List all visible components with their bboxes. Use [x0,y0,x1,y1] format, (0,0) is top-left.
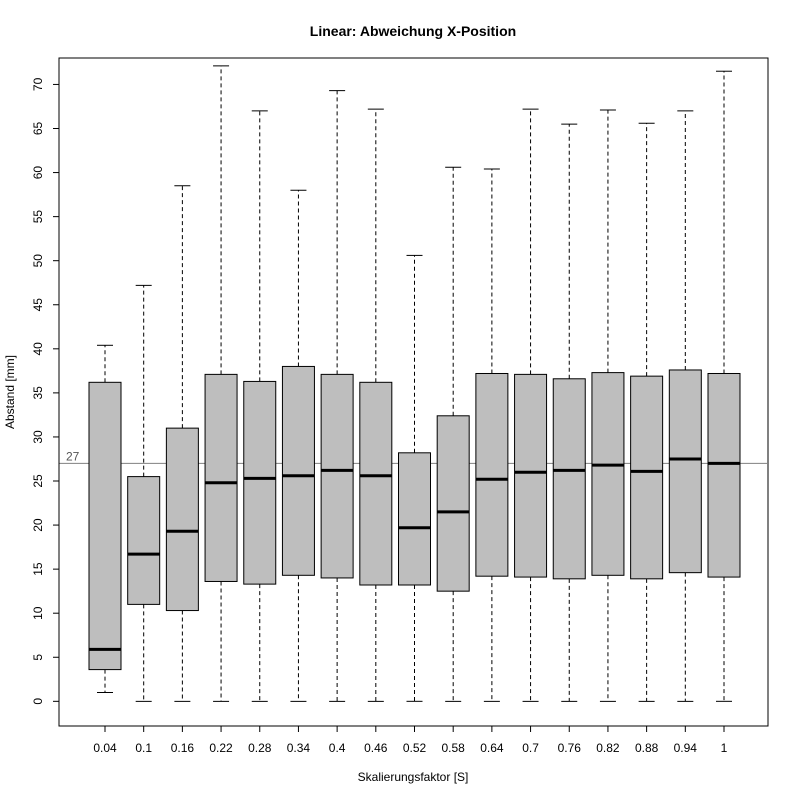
x-tick-label: 0.1 [135,741,152,755]
box-iqr [243,380,277,585]
x-tick-label: 0.88 [635,741,659,755]
y-tick-label: 50 [31,254,45,268]
box-0.16 [165,185,199,702]
x-axis-label: Skalierungsfaktor [S] [358,770,469,784]
box-iqr [359,381,393,586]
y-tick-label: 35 [31,386,45,400]
box-iqr [88,381,122,671]
y-tick-label: 10 [31,606,45,620]
x-tick-label: 0.34 [287,741,311,755]
x-axis: 0.04 0.1 0.16 0.22 0.28 0.34 0.4 0.46 0.52 0.58 0.… [93,725,728,755]
x-tick-label: 0.94 [674,741,698,755]
box-0.88 [630,122,664,702]
x-tick-label: 0.16 [171,741,195,755]
box-iqr [320,373,354,579]
box-iqr [281,365,315,576]
x-tick-label: 1 [721,741,728,755]
box-iqr [591,372,625,576]
y-tick-label: 45 [31,298,45,312]
box-0.64 [475,168,509,702]
x-tick-label: 0.58 [442,741,466,755]
box-iqr [165,427,199,612]
y-tick-label: 25 [31,474,45,488]
y-tick-label: 30 [31,430,45,444]
box-iqr [204,373,238,582]
box-0.04 [88,344,122,694]
box-0.22 [204,65,238,702]
box-0.34 [281,189,315,702]
x-tick-label: 0.52 [403,741,427,755]
y-tick-label: 60 [31,166,45,180]
box-iqr [475,372,509,577]
y-tick-label: 5 [31,654,45,661]
box-0.7 [514,108,548,702]
y-tick-label: 70 [31,77,45,91]
box-0.1 [127,284,161,702]
box-0.52 [398,254,431,702]
y-axis-label: Abstand [mm] [3,355,17,429]
box-iqr [127,476,161,605]
box-iqr [630,375,664,580]
x-tick-label: 0.22 [209,741,233,755]
box-0.28 [243,110,277,702]
x-tick-label: 0.04 [93,741,117,755]
y-tick-label: 55 [31,210,45,224]
y-tick-label: 20 [31,518,45,532]
x-tick-label: 0.28 [248,741,272,755]
y-tick-label: 15 [31,562,45,576]
y-tick-label: 65 [31,122,45,136]
box-0.58 [436,166,470,702]
x-tick-label: 0.46 [364,741,388,755]
box-iqr [436,415,470,592]
box-iqr [707,372,741,578]
box-iqr [552,378,586,580]
x-tick-label: 0.76 [558,741,582,755]
x-tick-label: 0.64 [480,741,504,755]
box-0.94 [668,110,702,702]
y-axis: 0 5 10 15 20 25 30 35 40 45 50 55 60 65 70 [31,77,60,705]
x-tick-label: 0.4 [329,741,346,755]
x-tick-label: 0.82 [596,741,620,755]
box-iqr [668,369,702,574]
box-iqr [398,452,431,586]
x-tick-label: 0.7 [522,741,539,755]
y-tick-label: 40 [31,342,45,356]
reference-line-label: 27 [66,449,80,463]
y-tick-label: 0 [31,698,45,705]
box-0.4 [320,90,354,702]
box-layer [88,65,741,702]
chart-title: Linear: Abweichung X-Position [310,23,516,39]
box-0.82 [591,109,625,702]
box-0.46 [359,108,393,702]
box-iqr [514,373,548,578]
box-0.76 [552,123,586,702]
box-1 [707,70,741,702]
